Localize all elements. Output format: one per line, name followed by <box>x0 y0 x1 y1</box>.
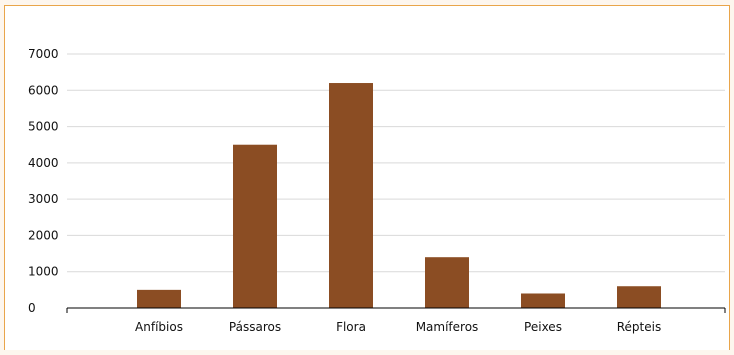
y-tick-label: 0 <box>28 301 36 315</box>
x-tick-label: Répteis <box>617 320 661 334</box>
bar <box>521 293 565 308</box>
x-tick-label: Pássaros <box>229 320 281 334</box>
y-axis-tick-labels: 0 1000 2000 3000 4000 5000 6000 7000 <box>28 47 59 315</box>
x-tick-label: Anfíbios <box>135 320 183 334</box>
y-tick-label: 2000 <box>28 228 59 242</box>
x-tick-label: Mamíferos <box>416 320 479 334</box>
chart-frame: 0 1000 2000 3000 4000 5000 6000 7000 Anfíbios Pá… <box>4 5 730 350</box>
x-tick-label: Peixes <box>524 320 562 334</box>
y-tick-label: 1000 <box>28 265 59 279</box>
y-tick-label: 4000 <box>28 156 59 170</box>
bar <box>425 257 469 308</box>
bar <box>329 83 373 309</box>
bar <box>137 289 181 308</box>
y-tick-label: 7000 <box>28 47 59 61</box>
x-axis <box>66 307 726 313</box>
bar-chart: 0 1000 2000 3000 4000 5000 6000 7000 Anfíbios Pá… <box>28 47 726 334</box>
bar <box>617 286 661 308</box>
x-axis-tick-labels: Anfíbios Pássaros Flora Mamíferos Peixes Répt… <box>135 320 661 334</box>
x-tick-label: Flora <box>336 320 366 334</box>
bar <box>233 144 277 308</box>
bars <box>137 83 661 309</box>
y-tick-label: 6000 <box>28 83 59 97</box>
y-tick-label: 5000 <box>28 120 59 134</box>
gridlines <box>67 53 725 273</box>
y-tick-label: 3000 <box>28 192 59 206</box>
